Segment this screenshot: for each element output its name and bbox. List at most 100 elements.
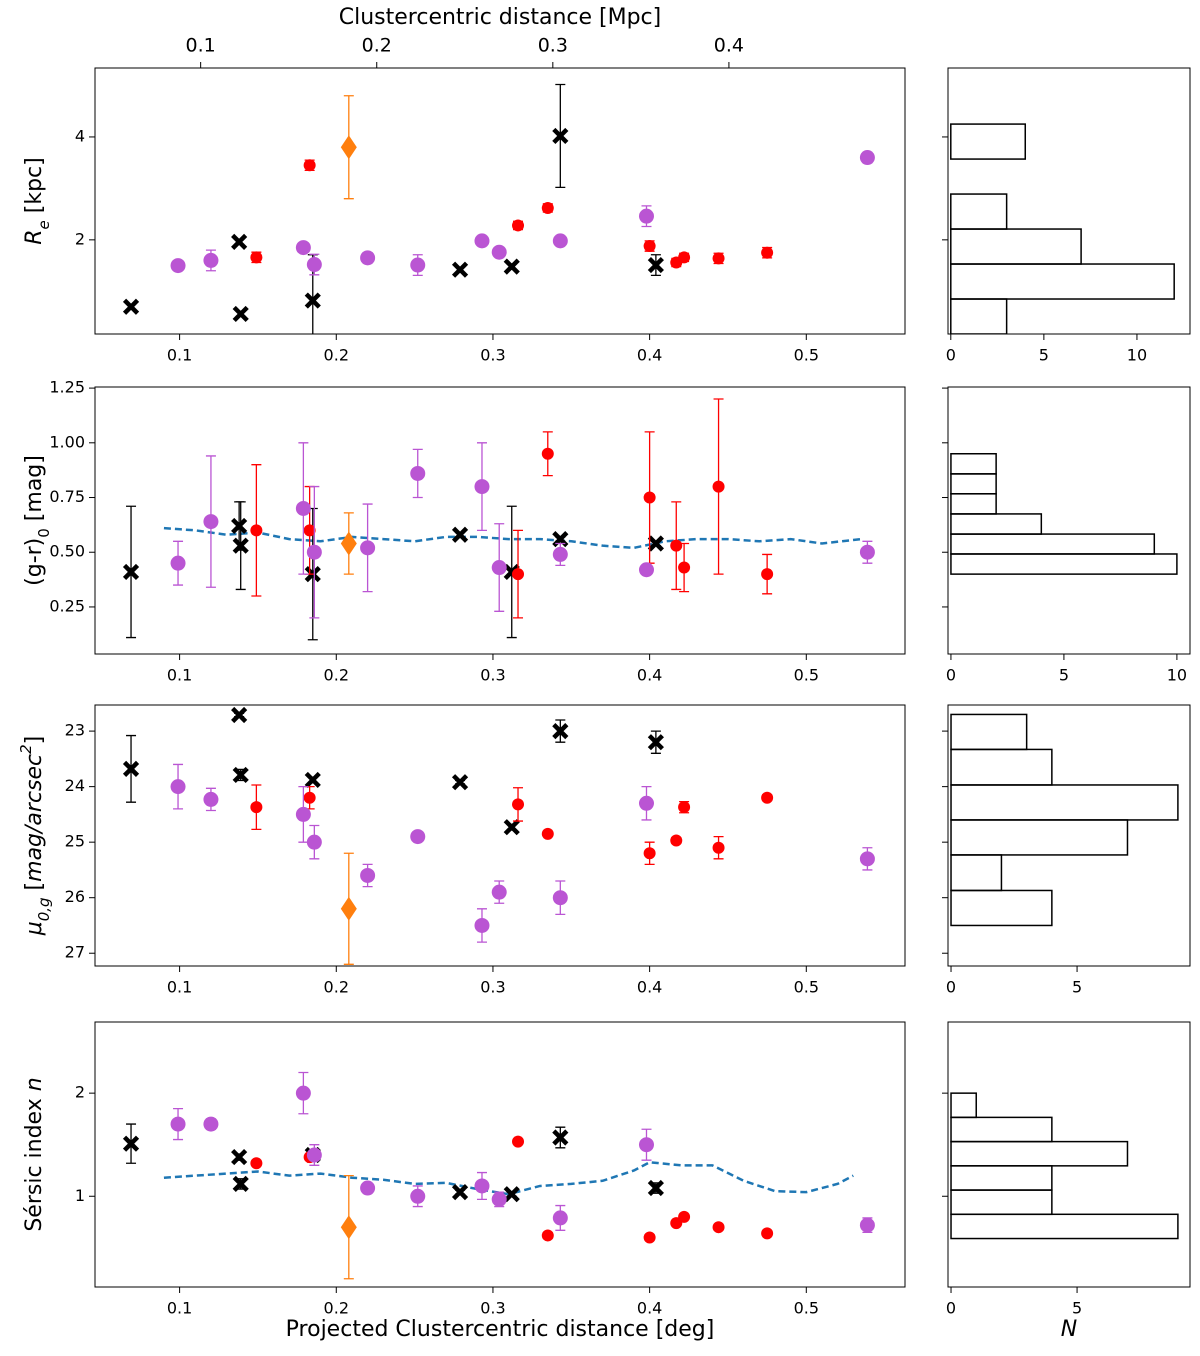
x-tick-label: 0.2 <box>324 1299 349 1318</box>
x-marker <box>503 258 520 275</box>
circle-marker <box>170 779 186 795</box>
axes-frame <box>94 67 906 335</box>
x-axis-label: N <box>1061 1317 1077 1342</box>
circle-marker <box>250 1157 263 1170</box>
circle-marker <box>712 1221 725 1234</box>
x-tick-label: 0.1 <box>167 666 192 685</box>
circle-marker <box>761 568 774 581</box>
circle-marker <box>678 251 691 264</box>
circle-marker <box>678 801 691 814</box>
x-tick-label: 0 <box>946 1299 956 1318</box>
circle-marker <box>761 1227 774 1240</box>
x-marker <box>304 771 321 789</box>
x-tick-label: 0.4 <box>637 346 662 365</box>
y-tick-label: 1.00 <box>49 432 85 451</box>
circle-marker <box>859 851 875 867</box>
hist-bar <box>950 473 997 495</box>
circle-marker <box>474 917 490 933</box>
x-tick-label: 0.5 <box>794 666 819 685</box>
y-axis-label-part: 0,g <box>35 897 53 921</box>
x-tick-label: 0.1 <box>167 346 192 365</box>
x-tick-label: 0.3 <box>480 666 505 685</box>
x-marker <box>231 1148 248 1166</box>
y-axis-label-part: [mag] <box>22 455 47 528</box>
x-tick-label: 0.5 <box>794 1299 819 1318</box>
circle-marker <box>203 514 219 530</box>
y-axis-label: Re [kpc] <box>22 157 53 245</box>
circle-marker <box>491 1191 507 1207</box>
x-marker <box>231 706 248 724</box>
y-axis-label-part: μ <box>22 921 47 936</box>
x-tick-label: 0.4 <box>637 666 662 685</box>
x-tick-label: 5 <box>1072 978 1082 997</box>
axes-frame <box>947 386 1191 655</box>
y-axis-label-part: n <box>22 1077 47 1091</box>
x-tick-label: 0 <box>946 666 956 685</box>
y-axis-label: (g-r)0 [mag] <box>22 455 53 586</box>
y-tick-label: 2 <box>75 1083 85 1102</box>
x-marker <box>122 760 140 777</box>
x-tick-label: 0.2 <box>324 978 349 997</box>
x-tick-label: 5 <box>1059 666 1069 685</box>
x-marker <box>122 298 140 315</box>
hist-bar <box>950 453 997 475</box>
plot-area <box>950 453 1178 575</box>
x-marker <box>552 1129 569 1146</box>
x-marker <box>503 819 520 836</box>
plot-area <box>950 713 1179 927</box>
plot-area <box>122 1071 875 1280</box>
diamond-marker <box>340 1215 357 1240</box>
circle-marker <box>541 447 554 460</box>
y-tick-label: 1 <box>75 1186 85 1205</box>
x-tick-label: 10 <box>1127 346 1147 365</box>
circle-marker <box>512 1135 525 1148</box>
circle-marker <box>512 568 525 581</box>
circle-marker <box>306 1147 322 1163</box>
x-marker <box>552 723 569 740</box>
y-axis-label-part: 0 <box>35 528 53 538</box>
x-tick-label: 0.3 <box>480 346 505 365</box>
circle-marker <box>552 546 568 562</box>
x-marker <box>647 256 664 274</box>
y-axis-label-part: Sérsic index <box>22 1091 47 1231</box>
hist-bar <box>950 298 1008 334</box>
y-tick-label: 26 <box>65 887 85 906</box>
x-marker <box>503 1186 520 1203</box>
x-marker <box>451 261 469 278</box>
diamond-marker <box>340 896 357 921</box>
x-axis-label: Projected Clustercentric distance [deg] <box>286 1317 715 1342</box>
x-marker <box>232 305 249 323</box>
hist-bar <box>950 748 1053 786</box>
x-marker <box>232 766 249 784</box>
circle-marker <box>170 555 186 571</box>
hist-bar <box>950 1189 1053 1216</box>
circle-marker <box>541 827 554 840</box>
circle-marker <box>678 561 691 574</box>
hist-bar <box>950 889 1053 927</box>
circle-marker <box>512 798 525 811</box>
y-axis-label-part: R <box>22 229 47 244</box>
x-tick-label: 0.2 <box>324 346 349 365</box>
y-tick-label: 0.50 <box>49 542 85 561</box>
circle-marker <box>552 1210 568 1226</box>
circle-marker <box>203 791 219 807</box>
circle-marker <box>250 801 263 814</box>
circle-marker <box>552 233 568 249</box>
circle-marker <box>643 1231 656 1244</box>
circle-marker <box>552 890 568 906</box>
y-tick-label: 1.25 <box>49 378 85 397</box>
x2-tick-label: 0.3 <box>538 35 568 57</box>
x-marker <box>451 1184 469 1201</box>
circle-marker <box>491 560 507 576</box>
y-axis-label: Sérsic index n <box>22 1077 47 1231</box>
plot-area <box>122 83 875 334</box>
y-axis-label-part: mag/arcsec <box>22 754 47 882</box>
y-tick-label: 27 <box>65 943 85 962</box>
circle-marker <box>410 465 426 481</box>
y-axis-label-part: e <box>35 220 53 229</box>
circle-marker <box>638 1137 654 1153</box>
circle-marker <box>541 1229 554 1242</box>
x-tick-label: 0.3 <box>480 978 505 997</box>
diamond-marker <box>340 135 357 160</box>
hist-bar <box>950 533 1156 555</box>
